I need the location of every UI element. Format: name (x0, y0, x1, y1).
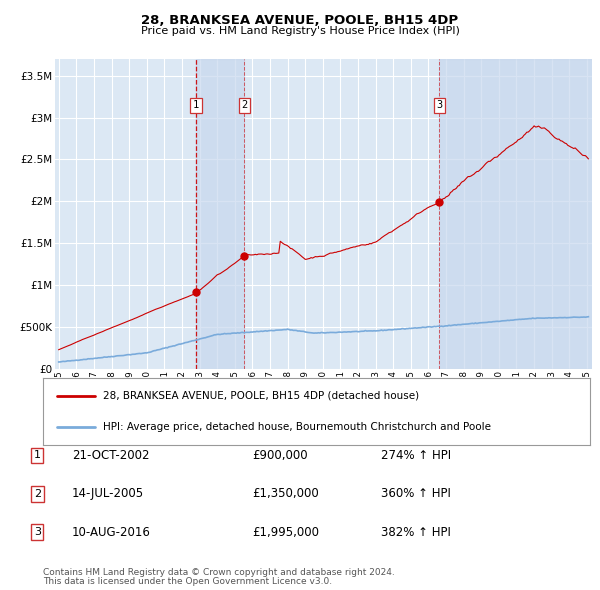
Text: 3: 3 (436, 100, 443, 110)
Text: HPI: Average price, detached house, Bournemouth Christchurch and Poole: HPI: Average price, detached house, Bour… (103, 422, 491, 432)
Text: 382% ↑ HPI: 382% ↑ HPI (381, 526, 451, 539)
Text: 21-OCT-2002: 21-OCT-2002 (72, 449, 149, 462)
Text: 10-AUG-2016: 10-AUG-2016 (72, 526, 151, 539)
Text: £1,350,000: £1,350,000 (252, 487, 319, 500)
Text: This data is licensed under the Open Government Licence v3.0.: This data is licensed under the Open Gov… (43, 577, 332, 586)
Text: Price paid vs. HM Land Registry's House Price Index (HPI): Price paid vs. HM Land Registry's House … (140, 26, 460, 35)
Text: 2: 2 (34, 489, 41, 499)
Text: 360% ↑ HPI: 360% ↑ HPI (381, 487, 451, 500)
Bar (439, 59, 596, 369)
Text: 28, BRANKSEA AVENUE, POOLE, BH15 4DP: 28, BRANKSEA AVENUE, POOLE, BH15 4DP (142, 14, 458, 27)
Text: 1: 1 (193, 100, 199, 110)
Text: 2: 2 (241, 100, 247, 110)
Text: Contains HM Land Registry data © Crown copyright and database right 2024.: Contains HM Land Registry data © Crown c… (43, 568, 395, 577)
Text: 3: 3 (34, 527, 41, 537)
Text: 1: 1 (34, 451, 41, 460)
Bar (196, 59, 244, 369)
Text: £900,000: £900,000 (252, 449, 308, 462)
Text: 28, BRANKSEA AVENUE, POOLE, BH15 4DP (detached house): 28, BRANKSEA AVENUE, POOLE, BH15 4DP (de… (103, 391, 419, 401)
Text: 14-JUL-2005: 14-JUL-2005 (72, 487, 144, 500)
Text: £1,995,000: £1,995,000 (252, 526, 319, 539)
Text: 274% ↑ HPI: 274% ↑ HPI (381, 449, 451, 462)
